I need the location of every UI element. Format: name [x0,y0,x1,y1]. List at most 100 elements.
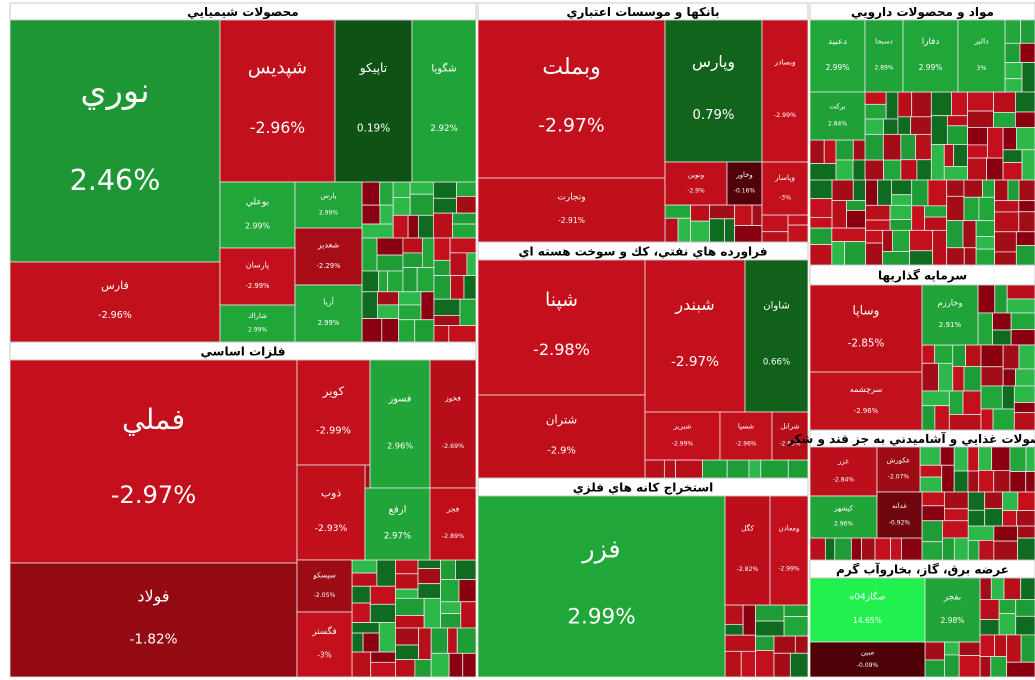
stock-symbol: عكورش [887,457,911,465]
stock-tile[interactable] [477,495,726,678]
stock-tile[interactable] [809,446,878,497]
stock-symbol: وخارزم [937,298,962,308]
stock-tile[interactable] [644,411,721,461]
stock-tile[interactable] [664,161,728,206]
stock-tile[interactable] [477,259,646,396]
minor-tile [852,139,866,161]
stock-tile[interactable] [957,19,1006,93]
stock-tile[interactable] [477,19,666,179]
stock-tile[interactable] [477,177,666,243]
minor-tile [783,616,809,637]
stock-tile[interactable] [296,359,371,466]
minor-tile [946,195,965,222]
stock-symbol: ونوين [688,171,704,179]
minor-tile [664,217,679,243]
minor-tile [1009,471,1027,493]
stock-tile[interactable] [724,495,771,606]
stock-tile[interactable] [809,371,923,431]
minor-tile [433,275,451,300]
stock-tile[interactable] [876,446,921,493]
stock-tile[interactable] [364,487,431,561]
stock-tile[interactable] [769,495,809,606]
minor-tile [993,525,1019,542]
minor-tile [892,229,910,252]
sector-title: عرضه برق، گاز، بخاروآب گرم [836,562,1009,578]
stock-change: -2.84% [833,476,855,483]
stock-tile[interactable] [9,562,298,678]
minor-tile [948,414,982,431]
stock-tile[interactable] [771,411,809,461]
minor-tile [890,537,902,561]
stock-tile[interactable] [9,359,298,564]
stock-tile[interactable] [726,161,763,206]
stock-change: -2.96% [854,407,879,415]
stock-tile[interactable] [809,91,866,141]
minor-tile [392,214,409,239]
stock-tile[interactable] [664,19,763,163]
stock-tile[interactable] [809,19,866,93]
stock-tile[interactable] [644,259,746,413]
stock-tile[interactable] [9,19,221,263]
minor-tile [773,635,796,654]
stock-tile[interactable] [761,19,809,163]
stock-tile[interactable] [334,19,413,183]
minor-tile [1004,62,1023,80]
stock-tile[interactable] [809,577,926,643]
minor-tile [874,537,891,561]
stock-tile[interactable] [744,259,809,413]
stock-tile[interactable] [296,559,353,613]
stock-tile[interactable] [294,227,363,286]
minor-tile [755,620,785,637]
stock-tile[interactable] [219,19,336,183]
stock-tile[interactable] [296,464,366,561]
minor-tile [734,225,763,243]
stock-tile[interactable] [369,359,431,489]
stock-tile[interactable] [719,411,773,461]
minor-tile [379,181,394,206]
stock-tile[interactable] [924,577,981,643]
stock-tile[interactable] [219,181,296,249]
stock-tile[interactable] [921,284,979,346]
minor-tile [783,604,809,617]
stock-tile[interactable] [9,261,221,343]
stock-tile[interactable] [477,394,646,479]
stock-tile[interactable] [219,304,296,343]
sector-header [477,477,809,497]
stock-change: -2.85% [848,337,885,349]
stock-tile[interactable] [429,359,477,489]
stock-tile[interactable] [219,247,296,306]
stock-tile[interactable] [864,19,904,93]
stock-tile[interactable] [294,284,363,343]
stock-symbol: غزر [837,458,849,466]
stock-tile[interactable] [296,611,353,678]
stock-symbol: فزر [580,534,620,564]
stock-tile[interactable] [809,284,923,373]
minor-tile [1021,149,1035,181]
sector-title: سرمايه گذاريها [878,269,967,283]
minor-tile [361,318,383,343]
stock-change: -2.63% [779,441,801,448]
minor-tile [448,325,477,343]
minor-tile [946,125,969,145]
minor-tile [846,200,867,211]
stock-tile[interactable] [809,495,878,539]
minor-tile [430,627,449,654]
stock-tile[interactable] [876,491,923,539]
minor-tile [1002,344,1020,370]
minor-tile [979,577,992,600]
stock-symbol: فملي [122,403,185,436]
minor-tile [965,344,982,367]
minor-tile [943,491,969,510]
stock-tile[interactable] [902,19,959,93]
stock-symbol: كگل [741,524,754,533]
stock-tile[interactable] [411,19,477,183]
minor-tile [395,644,420,661]
minor-tile [865,229,884,244]
stock-tile[interactable] [294,181,363,229]
minor-tile [990,656,1008,678]
stock-tile[interactable] [809,641,926,678]
stock-tile[interactable] [761,161,809,216]
stock-tile[interactable] [429,487,477,561]
minor-tile [376,291,400,306]
minor-tile [1021,62,1035,93]
